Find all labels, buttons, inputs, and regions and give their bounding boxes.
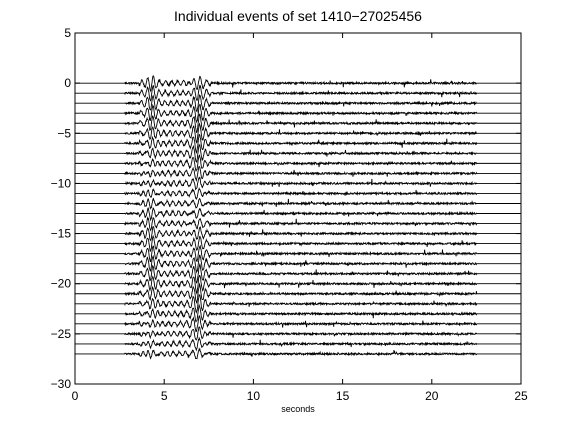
trace-group <box>75 74 521 360</box>
event-trace-1 <box>75 74 521 93</box>
event-trace-24 <box>75 303 521 323</box>
event-trace-17 <box>75 234 521 252</box>
y-tick-label: −20 <box>51 277 72 291</box>
event-trace-2 <box>75 84 521 102</box>
event-trace-23 <box>75 293 521 314</box>
event-trace-20 <box>75 262 521 284</box>
event-trace-14 <box>75 207 521 222</box>
y-tick-label: 5 <box>64 26 71 40</box>
axis-ticks: 0 5 10 15 20 25 5 0 −5 −10 −15 −20 −25 −30 <box>51 26 528 403</box>
x-tick-label: 15 <box>336 389 350 403</box>
event-trace-13 <box>75 197 521 210</box>
x-tick-label: 10 <box>247 389 261 403</box>
y-tick-label: −25 <box>51 327 72 341</box>
event-trace-19 <box>75 254 521 274</box>
y-tick-label: −10 <box>51 176 72 190</box>
event-trace-18 <box>75 244 521 263</box>
event-trace-12 <box>75 187 521 201</box>
event-trace-26 <box>75 326 521 341</box>
y-tick-label: −15 <box>51 227 72 241</box>
event-trace-8 <box>75 143 521 163</box>
event-trace-4 <box>75 103 521 124</box>
y-tick-label: 0 <box>64 76 71 90</box>
event-trace-7 <box>75 134 521 154</box>
event-trace-3 <box>75 94 521 113</box>
event-trace-6 <box>75 122 521 144</box>
x-tick-label: 25 <box>514 389 528 403</box>
x-axis-label: seconds <box>281 404 315 414</box>
event-trace-22 <box>75 282 521 304</box>
event-trace-9 <box>75 154 521 172</box>
event-trace-25 <box>75 315 521 333</box>
event-trace-28 <box>75 347 521 360</box>
x-tick-label: 20 <box>425 389 439 403</box>
event-trace-10 <box>75 165 521 183</box>
event-trace-11 <box>75 176 521 191</box>
event-trace-16 <box>75 226 521 242</box>
event-trace-15 <box>75 216 521 232</box>
x-tick-label: 0 <box>72 389 79 403</box>
event-trace-5 <box>75 113 521 134</box>
x-tick-label: 5 <box>161 389 168 403</box>
event-trace-27 <box>75 336 521 352</box>
y-tick-label: −5 <box>57 126 71 140</box>
y-tick-label: −30 <box>51 377 72 391</box>
event-trace-21 <box>75 274 521 295</box>
chart-title: Individual events of set 1410−27025456 <box>174 8 422 24</box>
plot-frame <box>74 32 522 385</box>
